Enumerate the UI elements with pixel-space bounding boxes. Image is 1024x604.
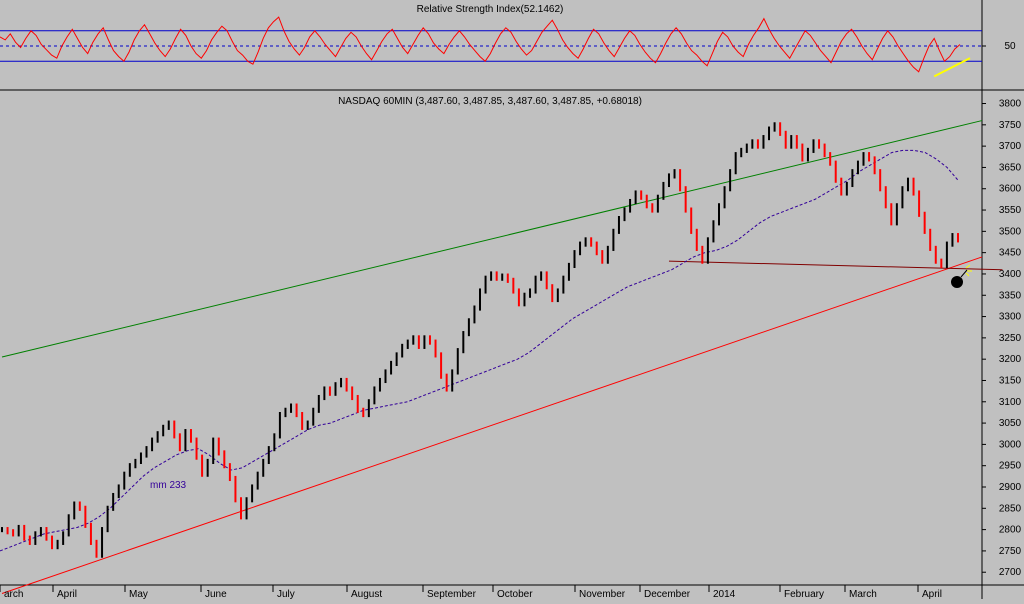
bomb-fuse (960, 269, 968, 278)
price-y-tick-label: 3050 (999, 418, 1022, 429)
price-y-tick-label: 3550 (999, 205, 1022, 216)
price-y-tick-label: 3750 (999, 120, 1022, 131)
x-tick-label: April (922, 589, 942, 599)
price-y-tick-label: 3800 (999, 99, 1022, 110)
price-y-tick-label: 3000 (999, 439, 1022, 450)
price-y-tick-label: 3700 (999, 141, 1022, 152)
rsi-title: Relative Strength Index(52.1462) (417, 4, 564, 15)
rsi-trend-line (933, 57, 971, 78)
price-y-tick-label: 2800 (999, 525, 1022, 536)
x-tick-label: 2014 (713, 589, 736, 599)
x-tick-label: November (579, 589, 626, 599)
x-tick-label: May (129, 589, 148, 599)
x-tick-label: December (644, 589, 691, 599)
price-title: NASDAQ 60MIN (3,487.60, 3,487.85, 3,487.… (338, 96, 642, 107)
x-tick-label: July (277, 589, 295, 599)
price-y-tick-label: 3200 (999, 354, 1022, 365)
x-tick-label: June (205, 589, 227, 599)
price-y-tick-label: 3650 (999, 162, 1022, 173)
lower-trend-line (1, 256, 983, 594)
support-line (668, 260, 1003, 271)
price-y-tick-label: 2900 (999, 482, 1022, 493)
price-y-tick-label: 3100 (999, 397, 1022, 408)
bomb-body (951, 276, 963, 288)
rsi-y-tick-label: 50 (1004, 41, 1016, 52)
price-y-tick-label: 3450 (999, 248, 1022, 259)
price-y-tick-label: 3500 (999, 226, 1022, 237)
moving-average-label: mm 233 (150, 480, 187, 491)
x-tick-label: February (784, 589, 824, 599)
moving-average-line (0, 149, 959, 552)
price-y-tick-label: 3350 (999, 290, 1022, 301)
rsi-line (0, 16, 961, 73)
price-y-tick-label: 2950 (999, 461, 1022, 472)
bomb-spark (965, 264, 972, 277)
price-y-tick-label: 3250 (999, 333, 1022, 344)
price-y-tick-label: 3150 (999, 375, 1022, 386)
price-panel: 2700 2750 2800 2850 2900 2950 3000 3050 3100 3150… (0, 96, 1024, 600)
price-y-tick-label: 3600 (999, 184, 1022, 195)
x-tick-label: April (57, 589, 77, 599)
x-tick-label: October (497, 589, 533, 599)
x-tick-label: arch (4, 589, 23, 599)
price-y-tick-label: 3300 (999, 312, 1022, 323)
price-y-tick-label: 2850 (999, 503, 1022, 514)
price-y-tick-label: 2700 (999, 567, 1022, 578)
upper-trend-line (1, 120, 983, 358)
bomb-icon (951, 264, 972, 288)
price-y-tick-label: 2750 (999, 546, 1022, 557)
x-tick-label: March (849, 589, 877, 599)
x-tick-label: August (351, 589, 382, 599)
x-tick-label: September (427, 589, 477, 599)
price-y-tick-label: 3400 (999, 269, 1022, 280)
